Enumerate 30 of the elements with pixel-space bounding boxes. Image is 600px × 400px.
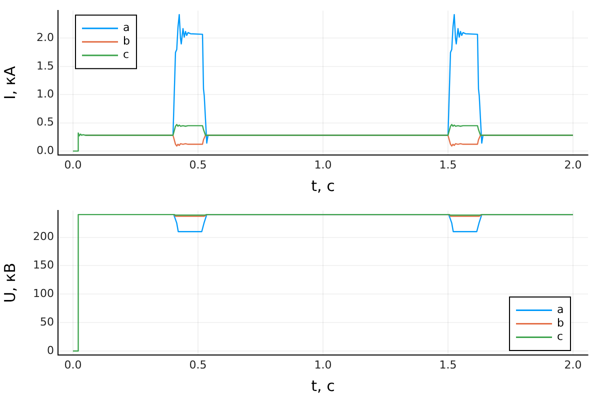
x-tick-label: 0.0 xyxy=(64,158,82,172)
x-tick-label: 0.5 xyxy=(189,358,207,372)
x-tick-label: 1.0 xyxy=(314,158,332,172)
y-tick-label: 2.0 xyxy=(36,31,54,44)
x-tick-label: 1.5 xyxy=(439,158,457,172)
y-tick-label: 1.5 xyxy=(36,59,54,72)
y-tick-label: 1.0 xyxy=(36,88,54,101)
x-tick-label: 0.5 xyxy=(189,158,207,172)
x-tick-label: 2.0 xyxy=(564,158,582,172)
x-tick-label: 0.0 xyxy=(64,358,82,372)
y-axis-title: I, кА xyxy=(0,65,19,100)
legend-label: a xyxy=(557,303,564,316)
x-axis-title: t, с xyxy=(311,376,335,395)
legend-label: c xyxy=(557,330,564,344)
y-tick-label: 0.0 xyxy=(36,144,54,157)
y-tick-label: 200 xyxy=(33,230,54,244)
y-axis-title: U, кВ xyxy=(0,262,19,303)
x-axis-title: t, с xyxy=(311,176,335,195)
x-tick-label: 1.5 xyxy=(439,358,457,372)
legend-label: c xyxy=(123,48,130,62)
legend-label: b xyxy=(123,34,130,48)
y-tick-label: 100 xyxy=(33,287,54,300)
y-tick-label: 0 xyxy=(47,344,54,357)
y-tick-label: 150 xyxy=(33,258,54,272)
x-tick-label: 1.0 xyxy=(314,358,332,372)
legend-label: a xyxy=(123,21,130,34)
x-tick-label: 2.0 xyxy=(564,358,582,372)
y-tick-label: 50 xyxy=(40,315,54,328)
legend-label: b xyxy=(557,316,564,330)
y-tick-label: 0.5 xyxy=(36,116,54,129)
